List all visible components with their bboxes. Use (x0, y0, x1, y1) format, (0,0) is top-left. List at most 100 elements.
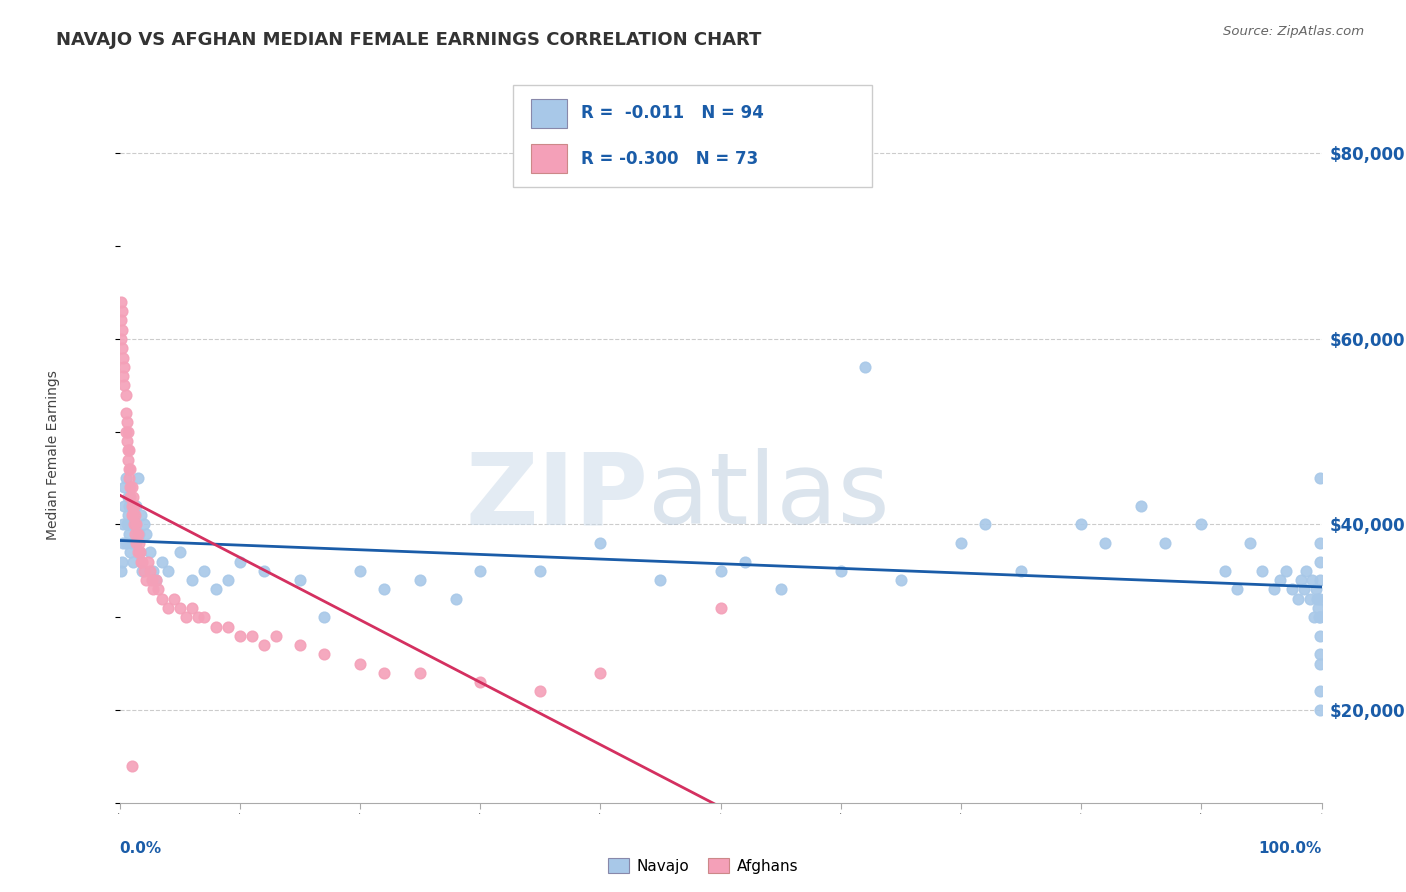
Point (111, 555, 134, 569)
Point (409, 665, 432, 680)
Point (349, 564, 371, 578)
Point (114, 471, 136, 485)
Point (1309, 684, 1331, 698)
Point (1130, 499, 1153, 513)
Point (1309, 648, 1331, 662)
Point (264, 629, 287, 643)
Point (110, 332, 132, 346)
Point (180, 601, 202, 615)
Point (125, 517, 148, 532)
Point (853, 359, 876, 374)
Point (117, 490, 139, 504)
Point (373, 665, 395, 680)
Point (142, 564, 165, 578)
Point (409, 573, 432, 587)
Point (734, 555, 756, 569)
Point (114, 387, 136, 401)
Point (118, 526, 141, 541)
Point (1070, 517, 1092, 532)
Point (132, 564, 155, 578)
Point (1292, 582, 1315, 597)
Point (288, 638, 311, 652)
Point (1303, 610, 1326, 624)
Point (1306, 601, 1329, 615)
Point (1298, 591, 1320, 606)
Point (110, 313, 132, 327)
Point (112, 351, 135, 365)
Point (1250, 564, 1272, 578)
Point (769, 582, 792, 597)
Point (193, 564, 215, 578)
Text: Median Female Earnings: Median Female Earnings (46, 370, 60, 540)
Point (122, 517, 145, 532)
Point (1305, 582, 1327, 597)
Point (112, 369, 135, 384)
Point (121, 480, 143, 494)
Point (156, 564, 179, 578)
Point (128, 536, 150, 550)
Point (217, 573, 239, 587)
Point (114, 536, 136, 550)
Point (121, 758, 143, 772)
Point (138, 555, 160, 569)
Point (1226, 582, 1249, 597)
Point (117, 425, 139, 439)
Point (110, 294, 132, 309)
Point (373, 582, 395, 597)
Point (135, 526, 157, 541)
Point (117, 508, 139, 523)
Point (121, 499, 143, 513)
Point (121, 508, 143, 523)
Point (118, 462, 141, 476)
Point (118, 471, 141, 485)
Point (111, 341, 134, 355)
Point (1286, 591, 1309, 606)
Point (112, 378, 135, 392)
Point (112, 517, 135, 532)
Point (145, 573, 167, 587)
Point (1306, 591, 1329, 606)
Point (1309, 536, 1331, 550)
Point (128, 526, 150, 541)
Text: atlas: atlas (648, 448, 890, 545)
Point (127, 471, 149, 485)
Point (1239, 536, 1261, 550)
Point (1309, 610, 1331, 624)
Text: R = -0.300   N = 73: R = -0.300 N = 73 (581, 150, 759, 168)
Point (118, 443, 141, 458)
Point (1263, 582, 1285, 597)
Point (288, 573, 311, 587)
Point (1308, 610, 1330, 624)
Point (1154, 536, 1177, 550)
Point (1295, 564, 1317, 578)
Point (112, 480, 135, 494)
Point (468, 675, 492, 690)
Bar (531, 99, 567, 128)
Point (124, 536, 146, 550)
Point (118, 499, 141, 513)
Point (121, 555, 143, 569)
Bar (531, 145, 567, 173)
FancyBboxPatch shape (513, 85, 872, 187)
Point (122, 517, 145, 532)
Point (1094, 536, 1116, 550)
Point (830, 564, 852, 578)
Point (204, 582, 226, 597)
Point (349, 657, 371, 671)
Point (709, 601, 731, 615)
Point (115, 416, 138, 430)
Point (709, 564, 731, 578)
Point (193, 610, 215, 624)
Point (1281, 582, 1303, 597)
Point (312, 610, 335, 624)
Point (1309, 657, 1331, 671)
Point (120, 545, 142, 559)
Point (127, 526, 149, 541)
Point (156, 601, 179, 615)
Text: R =  -0.011   N = 94: R = -0.011 N = 94 (581, 104, 765, 122)
Point (120, 490, 142, 504)
Point (120, 517, 142, 532)
Point (121, 536, 143, 550)
Point (111, 323, 134, 337)
Point (529, 684, 551, 698)
